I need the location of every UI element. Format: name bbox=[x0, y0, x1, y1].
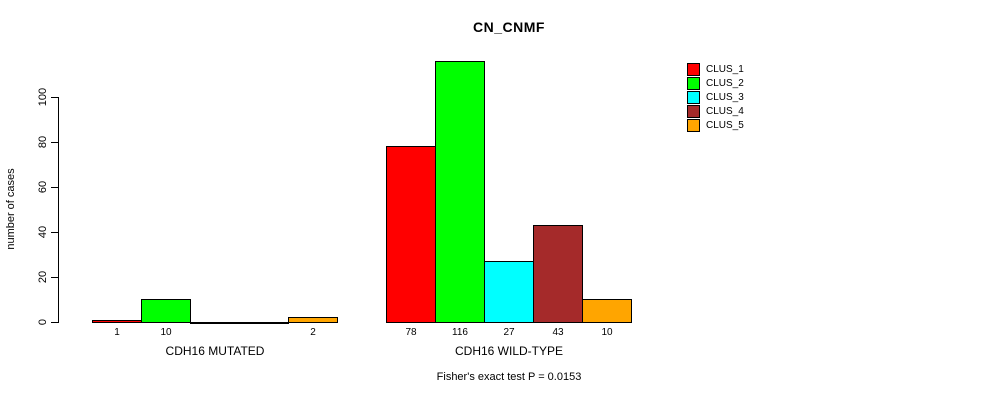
y-axis-tick bbox=[51, 322, 58, 323]
bar-value-label: 10 bbox=[601, 327, 613, 338]
legend-item: CLUS_2 bbox=[687, 77, 744, 90]
y-axis-tick bbox=[51, 277, 58, 278]
bar-value-label: 1 bbox=[114, 327, 120, 338]
y-axis-tick-label: 20 bbox=[37, 270, 49, 284]
x-group-label: CDH16 WILD-TYPE bbox=[454, 344, 564, 358]
bar-value-label: 43 bbox=[552, 327, 564, 338]
legend-color-swatch bbox=[687, 119, 700, 132]
legend-color-swatch bbox=[687, 91, 700, 104]
bar-CLUS_4 bbox=[239, 322, 289, 324]
y-axis-tick-label: 40 bbox=[37, 225, 49, 239]
bar-CLUS_1 bbox=[386, 146, 436, 323]
legend-color-swatch bbox=[687, 63, 700, 76]
y-axis-tick bbox=[51, 142, 58, 143]
y-axis-label: number of cases bbox=[5, 168, 17, 250]
bar-CLUS_1 bbox=[92, 320, 142, 323]
legend-color-swatch bbox=[687, 105, 700, 118]
bar-value-label: 78 bbox=[405, 327, 417, 338]
bar-value-label: 10 bbox=[160, 327, 172, 338]
legend-label: CLUS_3 bbox=[706, 92, 744, 103]
legend-label: CLUS_2 bbox=[706, 78, 744, 89]
legend: CLUS_1 CLUS_2 CLUS_3 CLUS_4 CLUS_5 bbox=[687, 63, 744, 133]
y-axis-tick bbox=[51, 97, 58, 98]
legend-item: CLUS_1 bbox=[687, 63, 744, 76]
x-group-label: CDH16 MUTATED bbox=[165, 344, 265, 358]
legend-item: CLUS_3 bbox=[687, 91, 744, 104]
statistical-test-annotation: Fisher's exact test P = 0.0153 bbox=[436, 371, 582, 383]
bar-CLUS_3 bbox=[190, 322, 240, 324]
legend-label: CLUS_1 bbox=[706, 64, 744, 75]
y-axis-tick bbox=[51, 187, 58, 188]
y-axis-tick-label: 80 bbox=[37, 135, 49, 149]
bar-value-label: 27 bbox=[503, 327, 515, 338]
legend-label: CLUS_5 bbox=[706, 120, 744, 131]
legend-item: CLUS_5 bbox=[687, 119, 744, 132]
legend-label: CLUS_4 bbox=[706, 106, 744, 117]
bar-CLUS_5 bbox=[288, 317, 338, 323]
y-axis-line bbox=[58, 97, 59, 323]
y-axis-tick-label: 0 bbox=[37, 318, 49, 326]
y-axis-tick-label: 60 bbox=[37, 180, 49, 194]
y-axis-tick-label: 100 bbox=[37, 87, 49, 107]
y-axis-tick bbox=[51, 232, 58, 233]
bar-CLUS_4 bbox=[533, 225, 583, 323]
bar-CLUS_3 bbox=[484, 261, 534, 323]
bar-value-label: 2 bbox=[310, 327, 316, 338]
chart-title: CN_CNMF bbox=[473, 19, 545, 35]
bar-CLUS_5 bbox=[582, 299, 632, 323]
bar-CLUS_2 bbox=[141, 299, 191, 323]
legend-item: CLUS_4 bbox=[687, 105, 744, 118]
bar-CLUS_2 bbox=[435, 61, 485, 323]
bar-value-label: 116 bbox=[452, 327, 468, 338]
legend-color-swatch bbox=[687, 77, 700, 90]
